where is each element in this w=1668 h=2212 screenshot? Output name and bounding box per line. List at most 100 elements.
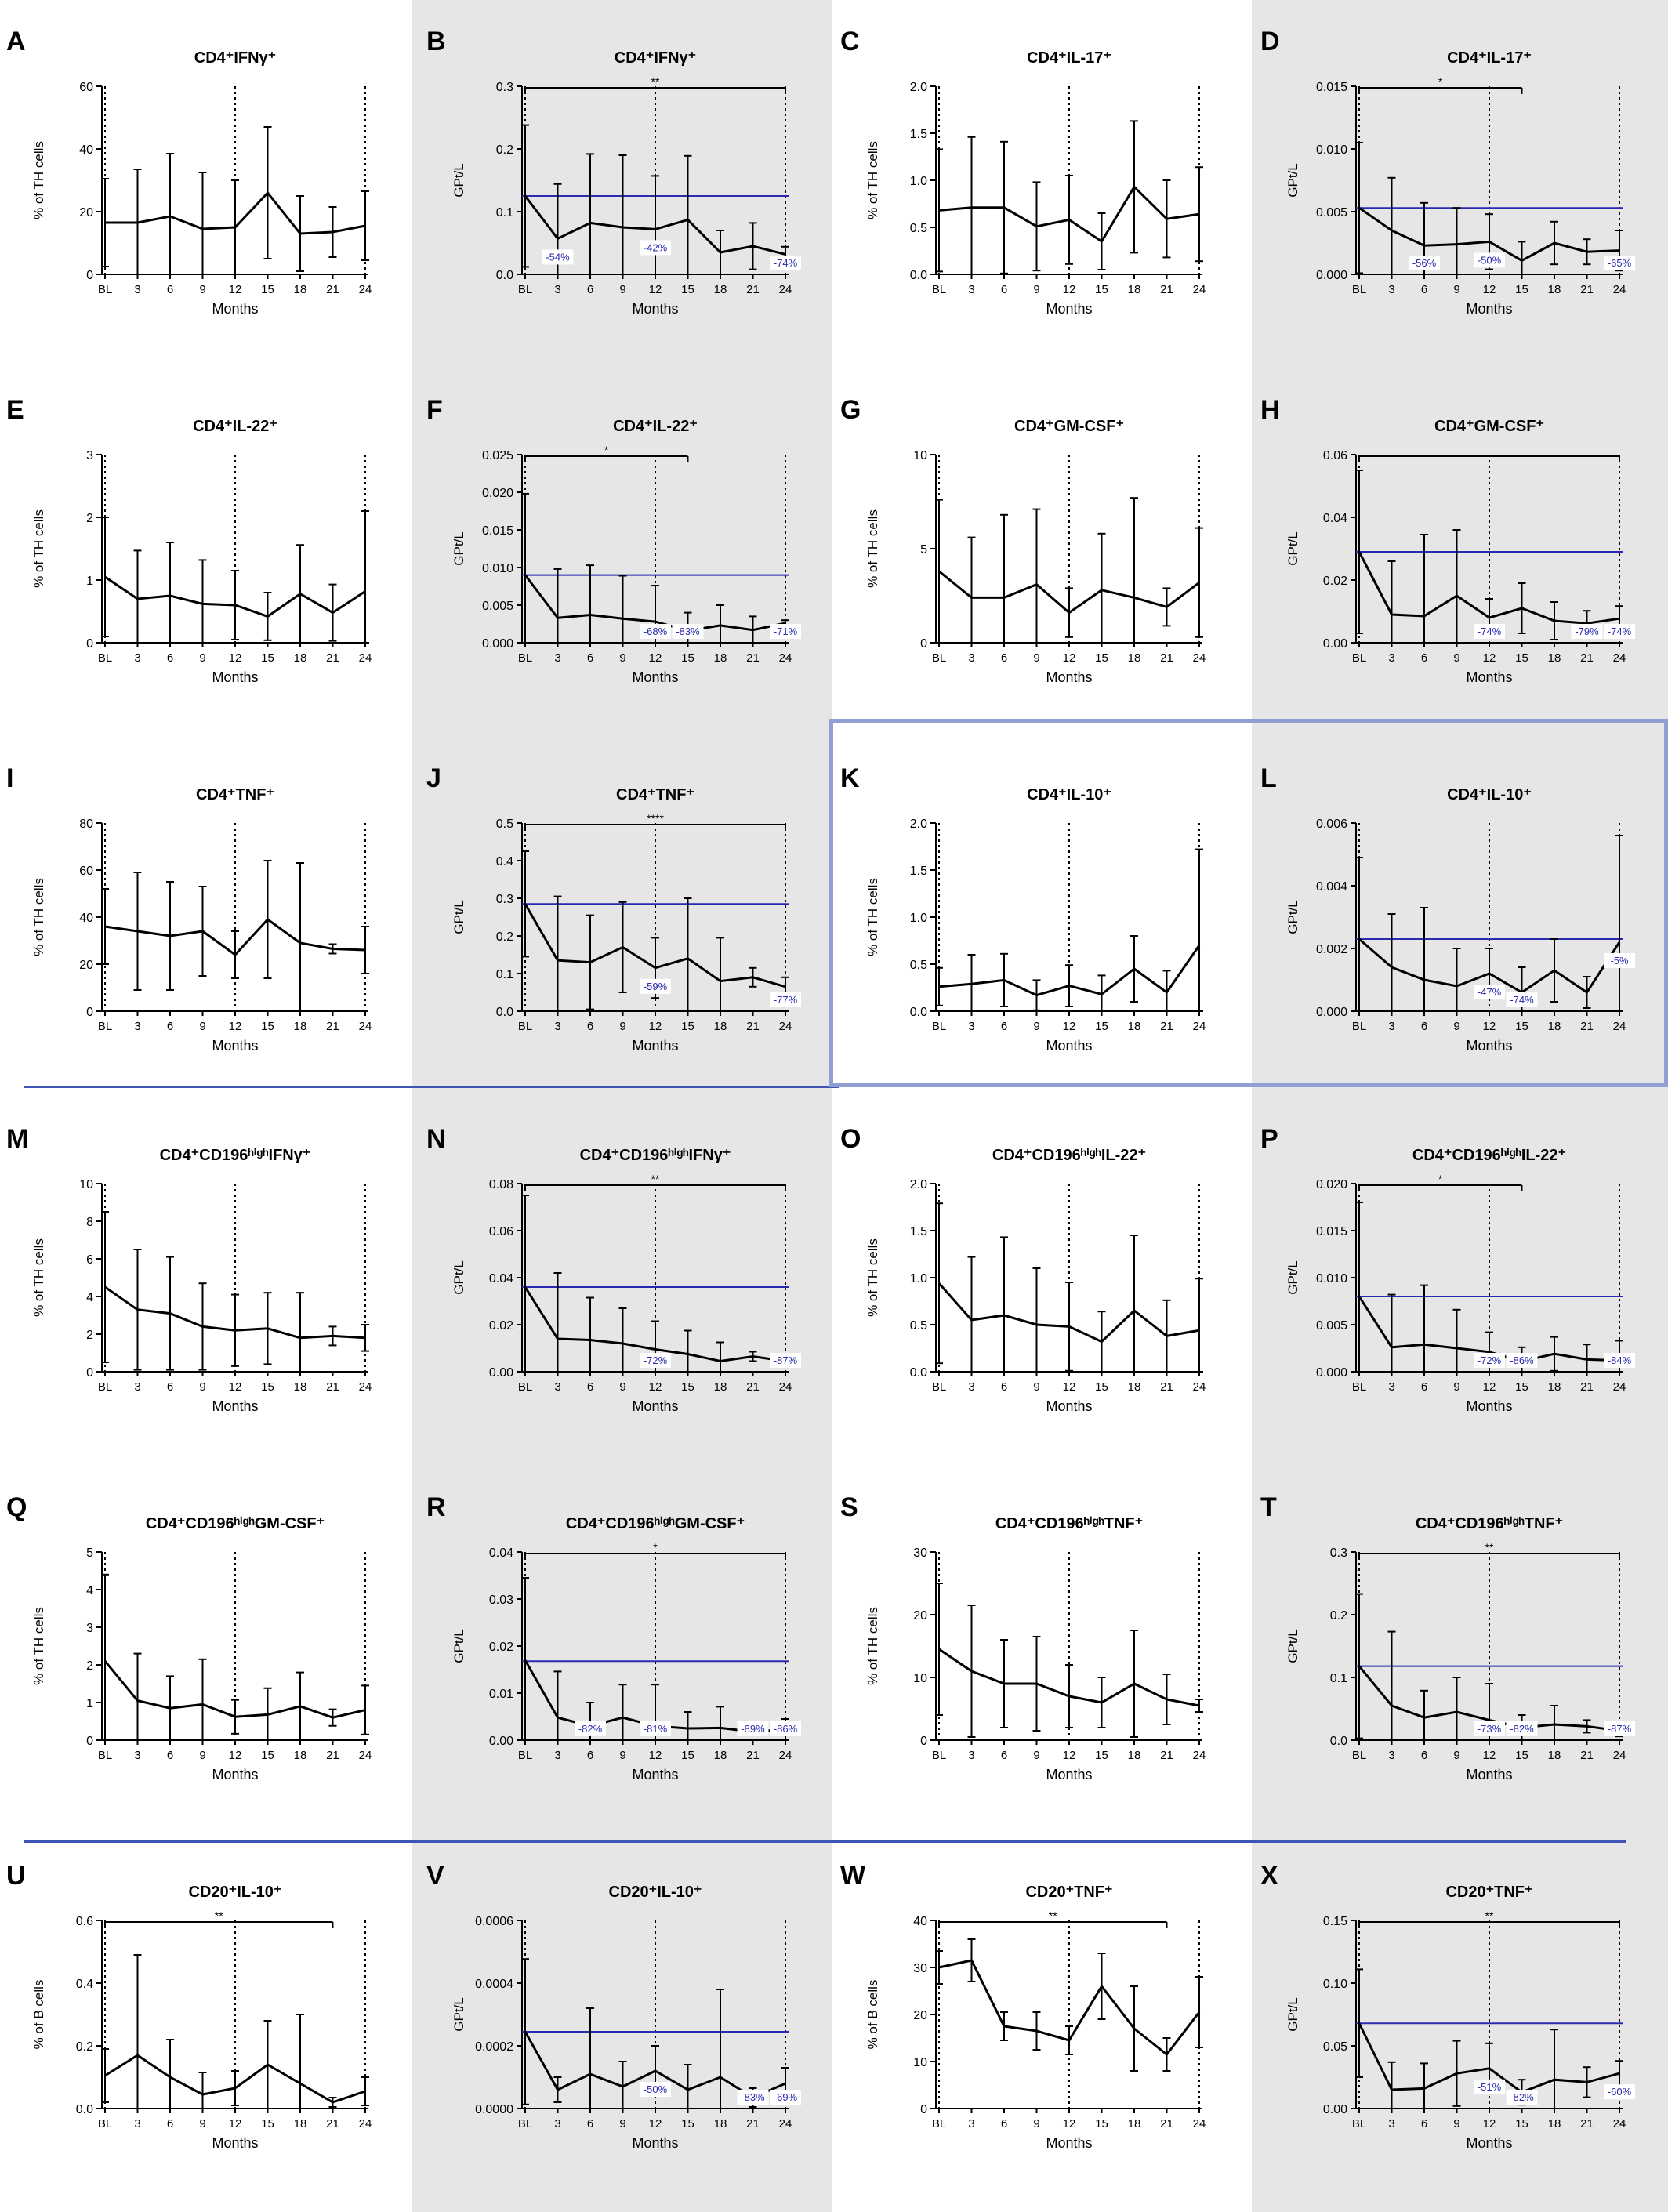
- x-axis-label: Months: [1466, 2135, 1512, 2151]
- panel-w: W CD20⁺TNF⁺ 0 10 20 30 40 % of B cells BL 3 6 9 12 15…: [840, 1861, 1206, 2151]
- x-tick-label: 18: [294, 1020, 307, 1033]
- panel-letter: B: [426, 27, 446, 56]
- percent-change-annotation: -74%: [1510, 994, 1534, 1006]
- x-tick-label: 24: [779, 1380, 792, 1394]
- panel-letter: Q: [6, 1492, 27, 1522]
- panel-letter: T: [1260, 1492, 1277, 1522]
- x-tick-label: 21: [1580, 1020, 1594, 1033]
- x-tick-label: 24: [359, 283, 372, 296]
- x-tick-label: 9: [1453, 1749, 1460, 1762]
- panel-title: CD4⁺CD196ʰⁱᵍʰTNF⁺: [1416, 1515, 1563, 1532]
- y-tick-label: 0.2: [76, 2040, 93, 2054]
- x-tick-label: 15: [1515, 1749, 1528, 1762]
- x-tick-label: 15: [1515, 283, 1528, 296]
- percent-change-annotation: -42%: [644, 241, 668, 253]
- x-tick-label: 18: [1548, 1749, 1561, 1762]
- y-tick-label: 0.002: [1316, 943, 1347, 956]
- x-tick-label: 24: [359, 651, 372, 665]
- x-tick-label: 21: [1160, 2117, 1173, 2130]
- x-tick-label: 12: [1063, 283, 1076, 296]
- y-tick-label: 0.3: [496, 81, 513, 94]
- y-axis-label: % of TH cells: [31, 878, 46, 956]
- x-axis-label: Months: [1046, 1767, 1092, 1782]
- y-tick-label: 0.010: [1316, 1272, 1347, 1285]
- y-axis-label: % of TH cells: [865, 1607, 880, 1685]
- x-tick-label: 18: [714, 1020, 727, 1033]
- x-tick-label: 12: [1063, 651, 1076, 665]
- x-tick-label: 3: [134, 1749, 140, 1762]
- panel-title: CD4⁺CD196ʰⁱᵍʰIL-22⁺: [992, 1147, 1146, 1164]
- annotation-box: [542, 249, 574, 265]
- x-tick-label: 6: [587, 1020, 593, 1033]
- percent-change-annotation: -82%: [1510, 1723, 1534, 1735]
- y-tick-label: 0.5: [910, 959, 927, 972]
- x-tick-label: BL: [518, 1020, 532, 1033]
- significance-label: **: [1485, 1541, 1494, 1554]
- x-tick-label: 6: [167, 651, 173, 665]
- x-tick-label: 12: [229, 1749, 242, 1762]
- percent-change-annotation: -74%: [774, 257, 798, 269]
- y-tick-label: 0.3: [1330, 1547, 1347, 1560]
- series-line: [104, 2054, 366, 2104]
- annotation-box: [1409, 256, 1440, 270]
- y-tick-label: 0.0: [76, 2103, 93, 2116]
- y-tick-label: 0.04: [489, 1547, 513, 1560]
- y-tick-label: 0.000: [482, 637, 513, 651]
- series-line: [938, 1648, 1200, 1707]
- panel-letter: R: [426, 1492, 446, 1522]
- x-tick-label: 18: [294, 2117, 307, 2130]
- x-tick-label: 3: [968, 2117, 974, 2130]
- y-axis-label: GPt/L: [1285, 531, 1300, 565]
- y-tick-label: 0.020: [1316, 1178, 1347, 1191]
- x-tick-label: 12: [229, 2117, 242, 2130]
- x-tick-label: 21: [746, 1749, 760, 1762]
- y-tick-label: 0.5: [910, 1319, 927, 1333]
- x-tick-label: 15: [1095, 283, 1108, 296]
- panel-title: CD4⁺IL-10⁺: [1447, 786, 1532, 803]
- y-tick-label: 0: [86, 1735, 93, 1748]
- annotation-box: [640, 240, 671, 256]
- y-tick-label: 5: [920, 543, 927, 557]
- series-line: [524, 574, 786, 633]
- x-tick-label: BL: [98, 2117, 112, 2130]
- y-tick-label: 0: [920, 1735, 927, 1748]
- x-tick-label: 3: [968, 283, 974, 296]
- x-tick-label: 3: [968, 1749, 974, 1762]
- separator-line-2: [24, 1840, 1626, 1843]
- y-tick-label: 0.02: [1323, 575, 1347, 588]
- series-line: [1358, 206, 1620, 263]
- x-tick-label: 21: [746, 1020, 760, 1033]
- series-line: [937, 1282, 1200, 1344]
- percent-change-annotation: -59%: [644, 981, 668, 992]
- x-tick-label: BL: [518, 651, 532, 665]
- x-axis-label: Months: [1466, 1398, 1512, 1414]
- percent-change-annotation: -51%: [1478, 2081, 1502, 2093]
- panel-title: CD4⁺IFNγ⁺: [615, 49, 696, 67]
- y-tick-label: 6: [86, 1253, 93, 1267]
- x-tick-label: 15: [1095, 2117, 1108, 2130]
- y-axis-label: GPt/L: [1285, 1629, 1300, 1663]
- x-tick-label: 9: [1453, 1020, 1460, 1033]
- x-tick-label: 18: [1548, 651, 1561, 665]
- y-tick-label: 0.02: [489, 1641, 513, 1654]
- panel-letter: N: [426, 1124, 446, 1154]
- y-tick-label: 10: [913, 449, 927, 462]
- x-tick-label: 6: [167, 2117, 173, 2130]
- annotation-box: [1506, 1353, 1538, 1368]
- x-tick-label: 15: [261, 283, 274, 296]
- y-tick-label: 8: [86, 1216, 93, 1229]
- x-tick-label: 15: [261, 1020, 274, 1033]
- panel-title: CD20⁺TNF⁺: [1445, 1884, 1532, 1901]
- x-axis-label: Months: [632, 1767, 678, 1782]
- panel-title: CD4⁺IFNγ⁺: [194, 49, 276, 67]
- x-tick-label: 9: [619, 1380, 626, 1394]
- y-axis-label: GPt/L: [451, 1997, 466, 2031]
- y-tick-label: 0.000: [1316, 1006, 1347, 1019]
- y-tick-label: 0.0000: [475, 2103, 513, 2116]
- y-tick-label: 0.005: [482, 600, 513, 613]
- x-tick-label: 12: [229, 1380, 242, 1394]
- percent-change-annotation: -60%: [1608, 2086, 1632, 2098]
- y-tick-label: 0.0: [1330, 1735, 1347, 1748]
- y-tick-label: 1.0: [910, 175, 927, 188]
